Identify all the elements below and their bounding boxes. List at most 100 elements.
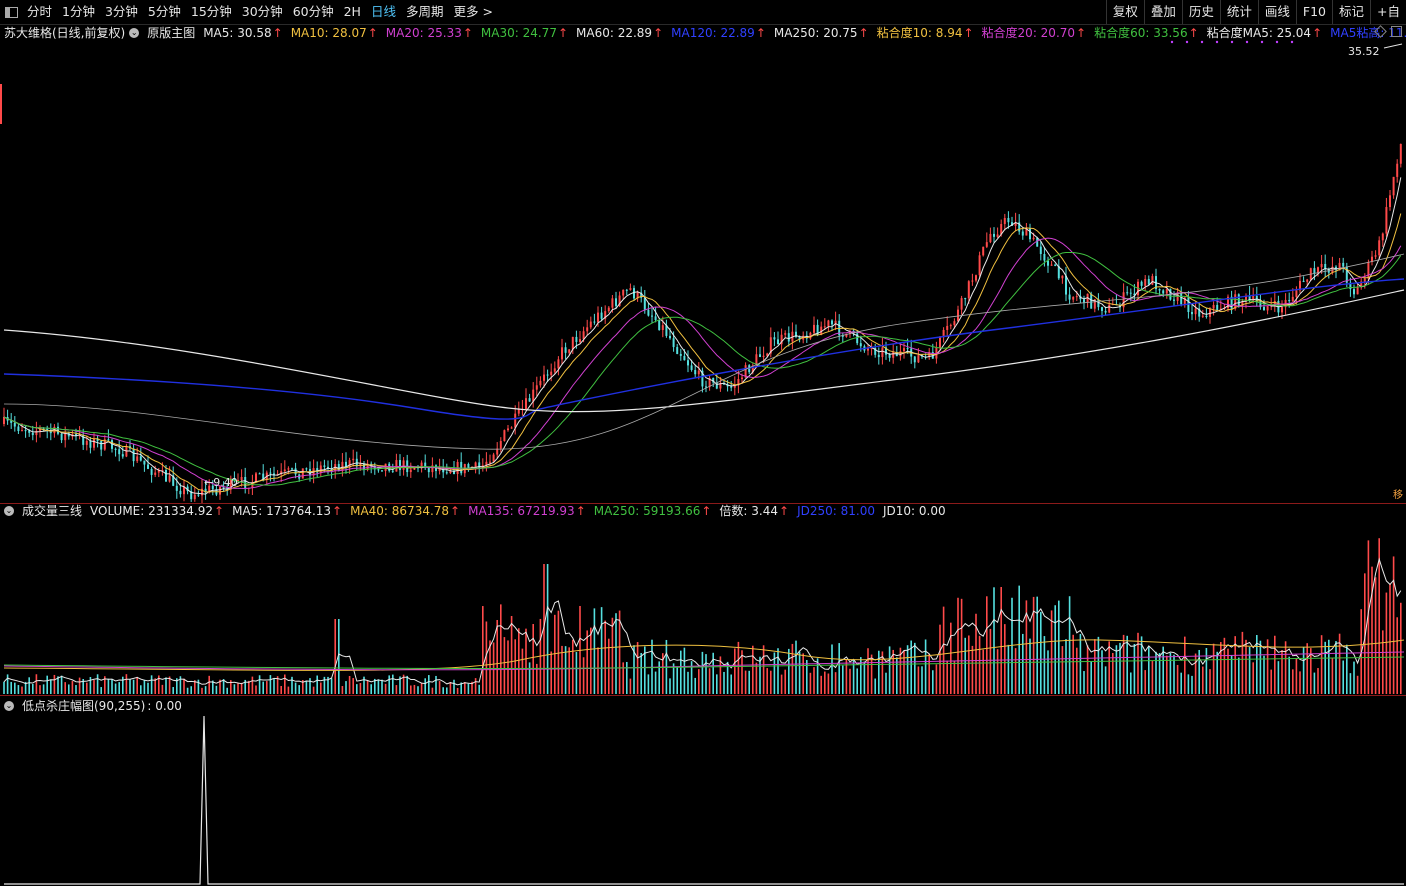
candle-body [636,292,639,299]
volume-bar [28,677,30,694]
chevron-down-icon[interactable]: ⌄ [129,28,140,38]
volume-bar [1227,648,1229,694]
candle-body [1047,260,1049,266]
candle-body [1021,231,1024,236]
legend-label: JD250: 81.00 [797,504,875,518]
candle-body [28,430,31,433]
candle-body [1039,246,1042,254]
marker-dot [1230,40,1234,44]
candle-body [597,312,599,323]
toolbar-button[interactable]: 历史 [1181,0,1220,24]
candle-body [762,355,765,357]
candle-body [10,420,13,423]
candle-body [420,462,423,468]
legend-label: 粘合度MA5: 25.04 [1206,26,1312,40]
arrow-up-icon: ↑ [779,504,790,518]
toolbar-button[interactable]: 统计 [1219,0,1258,24]
toolbar-button[interactable]: F10 [1295,0,1332,24]
volume-bar [899,647,902,694]
volume-bar [831,644,833,694]
candle-body [633,288,635,299]
candle-body [1014,222,1017,226]
volume-bar [748,670,750,694]
bottom-indicator-value: : 0.00 [147,699,182,713]
volume-bar [14,682,16,694]
period-tab[interactable]: 1分钟 [62,4,95,19]
candle-body [917,355,920,363]
volume-bar [986,596,988,694]
chevron-down-icon[interactable]: ⌄ [4,506,14,516]
volume-bar [1162,646,1164,694]
period-tab[interactable]: 日线 [370,4,396,19]
volume-bar [647,674,650,694]
candle-body [424,462,427,469]
sidebar-toggle-icon[interactable] [0,0,22,24]
toolbar-button[interactable]: 画线 [1257,0,1296,24]
volume-bar [1173,654,1175,694]
volume-bar [100,687,102,694]
candle-body [35,430,38,436]
period-tab[interactable]: 30分钟 [241,4,283,19]
bottom-indicator-name[interactable]: 低点杀庄幅图(90,255) [22,699,146,713]
candlestick-chart[interactable]: 35.52 ←9.40 移 [0,24,1406,504]
toolbar-button[interactable]: 复权 [1105,0,1144,24]
candle-body [305,468,308,470]
volume-bar [734,648,736,694]
period-tab[interactable]: 3分钟 [104,4,138,19]
period-tab[interactable]: 15分钟 [190,4,232,19]
volume-bar [165,677,167,694]
volume-bar [561,645,563,694]
toolbar-button[interactable]: 叠加 [1143,0,1182,24]
candle-body [949,325,952,327]
volume-bar [50,679,52,694]
volume-bar [950,622,952,694]
volume-bar [716,674,718,694]
chevron-down-icon[interactable]: ⌄ [4,701,14,711]
candle-body [1054,264,1057,266]
candle-body [651,315,653,317]
volume-bar [654,671,657,694]
candle-body [960,298,963,310]
candle-body [467,464,470,470]
volume-bar [1068,596,1071,694]
candle-body [391,470,394,472]
period-tab[interactable]: 2H [343,4,361,19]
volume-bar [226,687,228,694]
stock-title[interactable]: 苏大维格(日线,前复权) [4,26,126,40]
period-tab[interactable]: 60分钟 [292,4,334,19]
volume-bar [989,628,992,694]
marker-dot [1275,40,1279,44]
maximize-icon[interactable] [1391,26,1402,37]
oscillator-chart[interactable] [0,714,1406,886]
candle-body [1072,296,1075,300]
volume-indicator-name[interactable]: 成交量三线 [22,504,83,518]
volume-bar [1011,597,1013,694]
period-tab[interactable]: 更多 > [453,4,493,19]
volume-chart[interactable] [0,520,1406,696]
volume-bar [1130,672,1132,694]
indicator-name[interactable]: 原版主图 [147,26,196,40]
arrow-up-icon: ↑ [1076,26,1087,40]
candle-body [1399,143,1402,164]
candle-body [658,319,661,330]
toolbar-button[interactable]: 标记 [1332,0,1370,24]
volume-bar [615,613,617,694]
candle-body [373,466,376,470]
candle-body [1381,233,1384,241]
candle-body [1133,293,1136,296]
legend-item: MA5: 30.58↑ [203,24,282,42]
candle-body [17,426,20,432]
candle-body [1374,255,1377,257]
period-tab[interactable]: 多周期 [405,4,444,19]
legend-label: JD10: 0.00 [882,504,946,518]
volume-bar [334,619,336,694]
volume-bar [1133,643,1136,694]
period-tab[interactable]: 分时 [27,4,53,19]
volume-bar [1374,577,1377,694]
candle-body [701,370,704,387]
period-tab[interactable]: 5分钟 [147,4,181,19]
volume-bar [1212,643,1215,694]
volume-bar [1277,661,1280,694]
candle-body [881,347,884,358]
toolbar-button[interactable]: +自 [1370,0,1406,24]
